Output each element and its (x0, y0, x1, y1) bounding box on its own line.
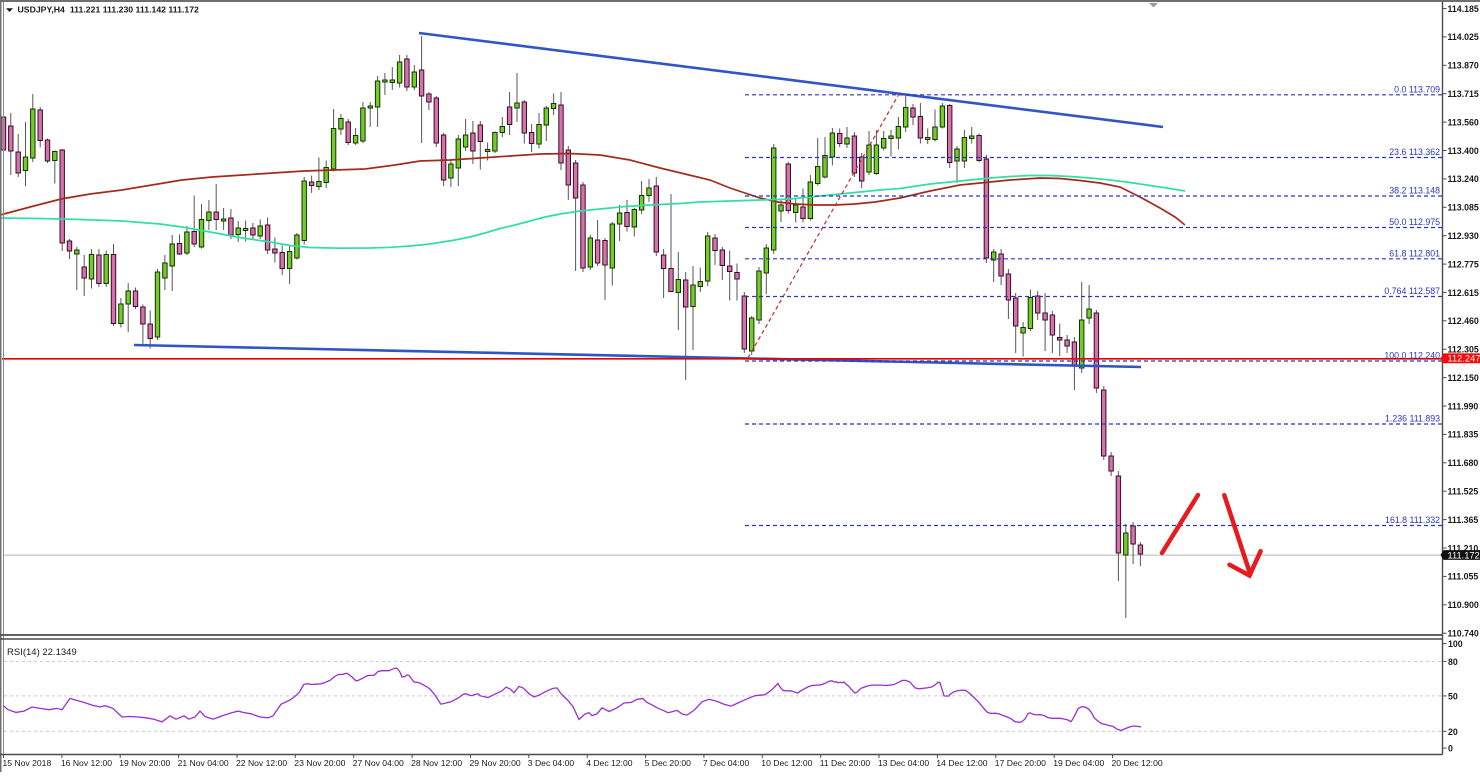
svg-text:16 Nov 12:00: 16 Nov 12:00 (61, 758, 112, 768)
svg-text:61.8 112.801: 61.8 112.801 (1389, 248, 1440, 258)
svg-text:23.6 113.362: 23.6 113.362 (1389, 147, 1440, 157)
svg-text:100.0 112.240: 100.0 112.240 (1384, 351, 1440, 361)
svg-text:19 Nov 20:00: 19 Nov 20:00 (119, 758, 170, 768)
svg-text:5 Dec 20:00: 5 Dec 20:00 (645, 758, 692, 768)
svg-text:113.400: 113.400 (1448, 146, 1479, 156)
svg-text:0.764 112.587: 0.764 112.587 (1384, 286, 1440, 296)
svg-text:113.240: 113.240 (1448, 174, 1479, 184)
svg-text:RSI(14) 22.1349: RSI(14) 22.1349 (7, 647, 77, 658)
svg-text:113.715: 113.715 (1448, 89, 1479, 99)
svg-text:111.680: 111.680 (1448, 458, 1479, 468)
svg-text:114.025: 114.025 (1448, 32, 1479, 42)
svg-text:20 Dec 12:00: 20 Dec 12:00 (1112, 758, 1163, 768)
svg-text:113.560: 113.560 (1448, 117, 1479, 127)
svg-text:3 Dec 04:00: 3 Dec 04:00 (528, 758, 575, 768)
svg-text:20: 20 (1448, 727, 1458, 737)
svg-text:27 Nov 04:00: 27 Nov 04:00 (353, 758, 404, 768)
svg-text:11 Dec 20:00: 11 Dec 20:00 (820, 758, 871, 768)
svg-text:19 Dec 04:00: 19 Dec 04:00 (1053, 758, 1104, 768)
svg-text:14 Dec 12:00: 14 Dec 12:00 (936, 758, 987, 768)
svg-text:111.835: 111.835 (1448, 430, 1479, 440)
svg-text:112.615: 112.615 (1448, 288, 1479, 298)
svg-text:111.990: 111.990 (1448, 401, 1479, 411)
svg-text:111.365: 111.365 (1448, 515, 1479, 525)
svg-text:50: 50 (1448, 691, 1458, 701)
svg-text:22 Nov 12:00: 22 Nov 12:00 (236, 758, 287, 768)
svg-text:111.525: 111.525 (1448, 487, 1479, 497)
svg-text:111.172: 111.172 (1448, 550, 1480, 560)
svg-text:112.775: 112.775 (1448, 259, 1479, 269)
svg-text:23 Nov 20:00: 23 Nov 20:00 (294, 758, 345, 768)
svg-text:110.740: 110.740 (1448, 629, 1479, 639)
svg-text:114.185: 114.185 (1448, 4, 1479, 14)
svg-text:13 Dec 04:00: 13 Dec 04:00 (878, 758, 929, 768)
svg-text:113.870: 113.870 (1448, 61, 1479, 71)
svg-text:28 Nov 12:00: 28 Nov 12:00 (411, 758, 462, 768)
svg-text:4 Dec 12:00: 4 Dec 12:00 (586, 758, 633, 768)
svg-text:161.8 111.332: 161.8 111.332 (1385, 515, 1440, 525)
svg-text:7 Dec 04:00: 7 Dec 04:00 (703, 758, 750, 768)
svg-text:112.460: 112.460 (1448, 316, 1479, 326)
svg-text:29 Nov 20:00: 29 Nov 20:00 (470, 758, 521, 768)
svg-text:80: 80 (1448, 657, 1458, 667)
svg-text:110.900: 110.900 (1448, 600, 1479, 610)
svg-text:112.150: 112.150 (1448, 373, 1479, 383)
svg-text:100: 100 (1448, 639, 1463, 649)
svg-text:113.085: 113.085 (1448, 203, 1479, 213)
svg-text:0: 0 (1448, 744, 1453, 754)
svg-text:112.247: 112.247 (1448, 354, 1480, 364)
svg-text:0.0 113.709: 0.0 113.709 (1394, 84, 1440, 94)
svg-text:50.0 112.975: 50.0 112.975 (1389, 217, 1440, 227)
svg-text:111.055: 111.055 (1448, 572, 1479, 582)
svg-text:112.930: 112.930 (1448, 231, 1479, 241)
svg-text:17 Dec 20:00: 17 Dec 20:00 (995, 758, 1046, 768)
svg-text:21 Nov 04:00: 21 Nov 04:00 (178, 758, 229, 768)
svg-text:1.236 111.893: 1.236 111.893 (1385, 414, 1440, 424)
svg-text:15 Nov 2018: 15 Nov 2018 (3, 758, 52, 768)
svg-text:38.2 113.148: 38.2 113.148 (1389, 186, 1440, 196)
svg-text:10 Dec 12:00: 10 Dec 12:00 (761, 758, 812, 768)
